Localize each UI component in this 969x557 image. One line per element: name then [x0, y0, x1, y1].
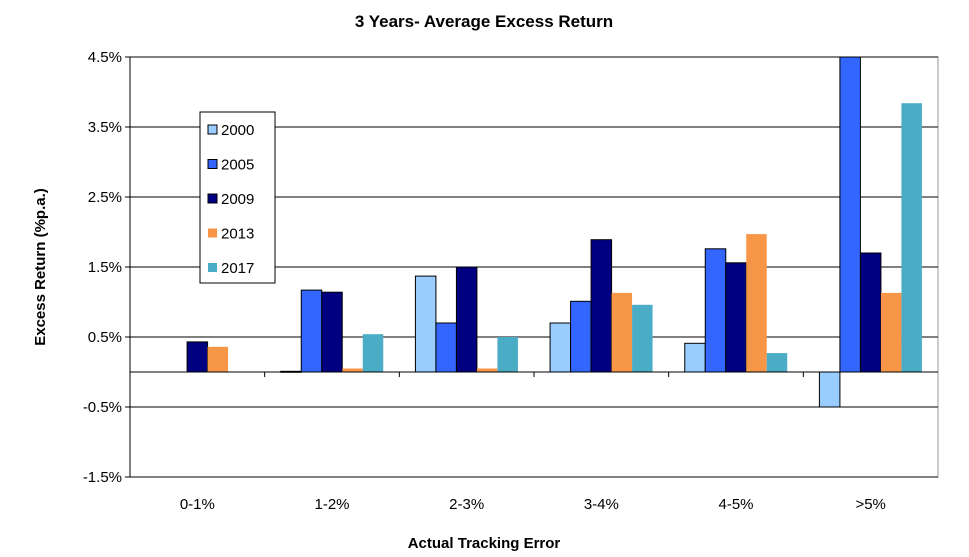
bar-2009-1-2%	[321, 291, 343, 373]
bar-2005-1-2%	[300, 289, 323, 373]
legend-swatch-2005	[207, 159, 218, 169]
bar-2013->5%	[880, 292, 902, 372]
bar-2017-2-3%	[497, 337, 518, 372]
y-tick-label: 4.5%	[88, 49, 122, 66]
legend-swatch-2009	[207, 193, 218, 204]
bar-2013-0-1%	[207, 346, 229, 372]
legend-label-2013: 2013	[221, 226, 254, 243]
legend-swatch-2017	[208, 263, 217, 272]
legend-label-2017: 2017	[221, 260, 254, 277]
x-tick-label: 2-3%	[449, 496, 484, 513]
bar-2005-4-5%	[704, 248, 727, 373]
legend-label-2009: 2009	[221, 191, 254, 208]
y-tick-label: 0.5%	[88, 329, 122, 346]
bar-2000-2-3%	[414, 275, 437, 373]
x-tick-label: 4-5%	[718, 496, 753, 513]
y-tick-label: 3.5%	[88, 119, 122, 136]
bar-2017-4-5%	[766, 353, 788, 372]
x-axis-label: Actual Tracking Error	[408, 535, 561, 552]
y-tick-label: 1.5%	[88, 259, 122, 276]
x-tick-label: 3-4%	[584, 496, 619, 513]
bar-2009-4-5%	[725, 262, 747, 373]
bar-2009-0-1%	[186, 341, 209, 373]
bar-2013-3-4%	[611, 292, 633, 372]
legend-label-2005: 2005	[221, 157, 254, 174]
legend-swatch-2013	[208, 228, 217, 238]
x-tick-label: 0-1%	[180, 496, 215, 513]
legend: 2000 2005 2009 2013 2017	[199, 111, 276, 284]
bar-2017-1-2%	[362, 334, 384, 372]
legend-label-2000: 2000	[221, 122, 254, 139]
bar-2005->5%	[839, 56, 861, 373]
bar-2013-1-2%	[342, 368, 363, 372]
x-tick-label: >5%	[855, 496, 885, 513]
y-tick-label: -1.5%	[83, 469, 122, 486]
bar-2017->5%	[901, 103, 922, 372]
y-tick-label: 2.5%	[88, 189, 122, 206]
bar-2013-2-3%	[476, 368, 498, 372]
bar-2013-4-5%	[746, 234, 767, 372]
legend-swatch-2000	[207, 124, 218, 135]
y-tick-label: -0.5%	[83, 399, 122, 416]
bar-2000-3-4%	[549, 322, 572, 373]
bar-2005-3-4%	[570, 300, 592, 373]
bar-2009-3-4%	[590, 239, 613, 373]
bar-2009-2-3%	[455, 266, 478, 373]
x-tick-label: 1-2%	[314, 496, 349, 513]
y-axis-label: Excess Return (%p.a.)	[32, 188, 49, 346]
bar-2009->5%	[859, 252, 882, 373]
bar-2000-4-5%	[684, 342, 706, 373]
chart-title: 3 Years- Average Excess Return	[355, 12, 613, 31]
bar-2017-3-4%	[632, 304, 653, 372]
bar-2005-2-3%	[435, 322, 457, 373]
bar-2000->5%	[818, 371, 841, 408]
